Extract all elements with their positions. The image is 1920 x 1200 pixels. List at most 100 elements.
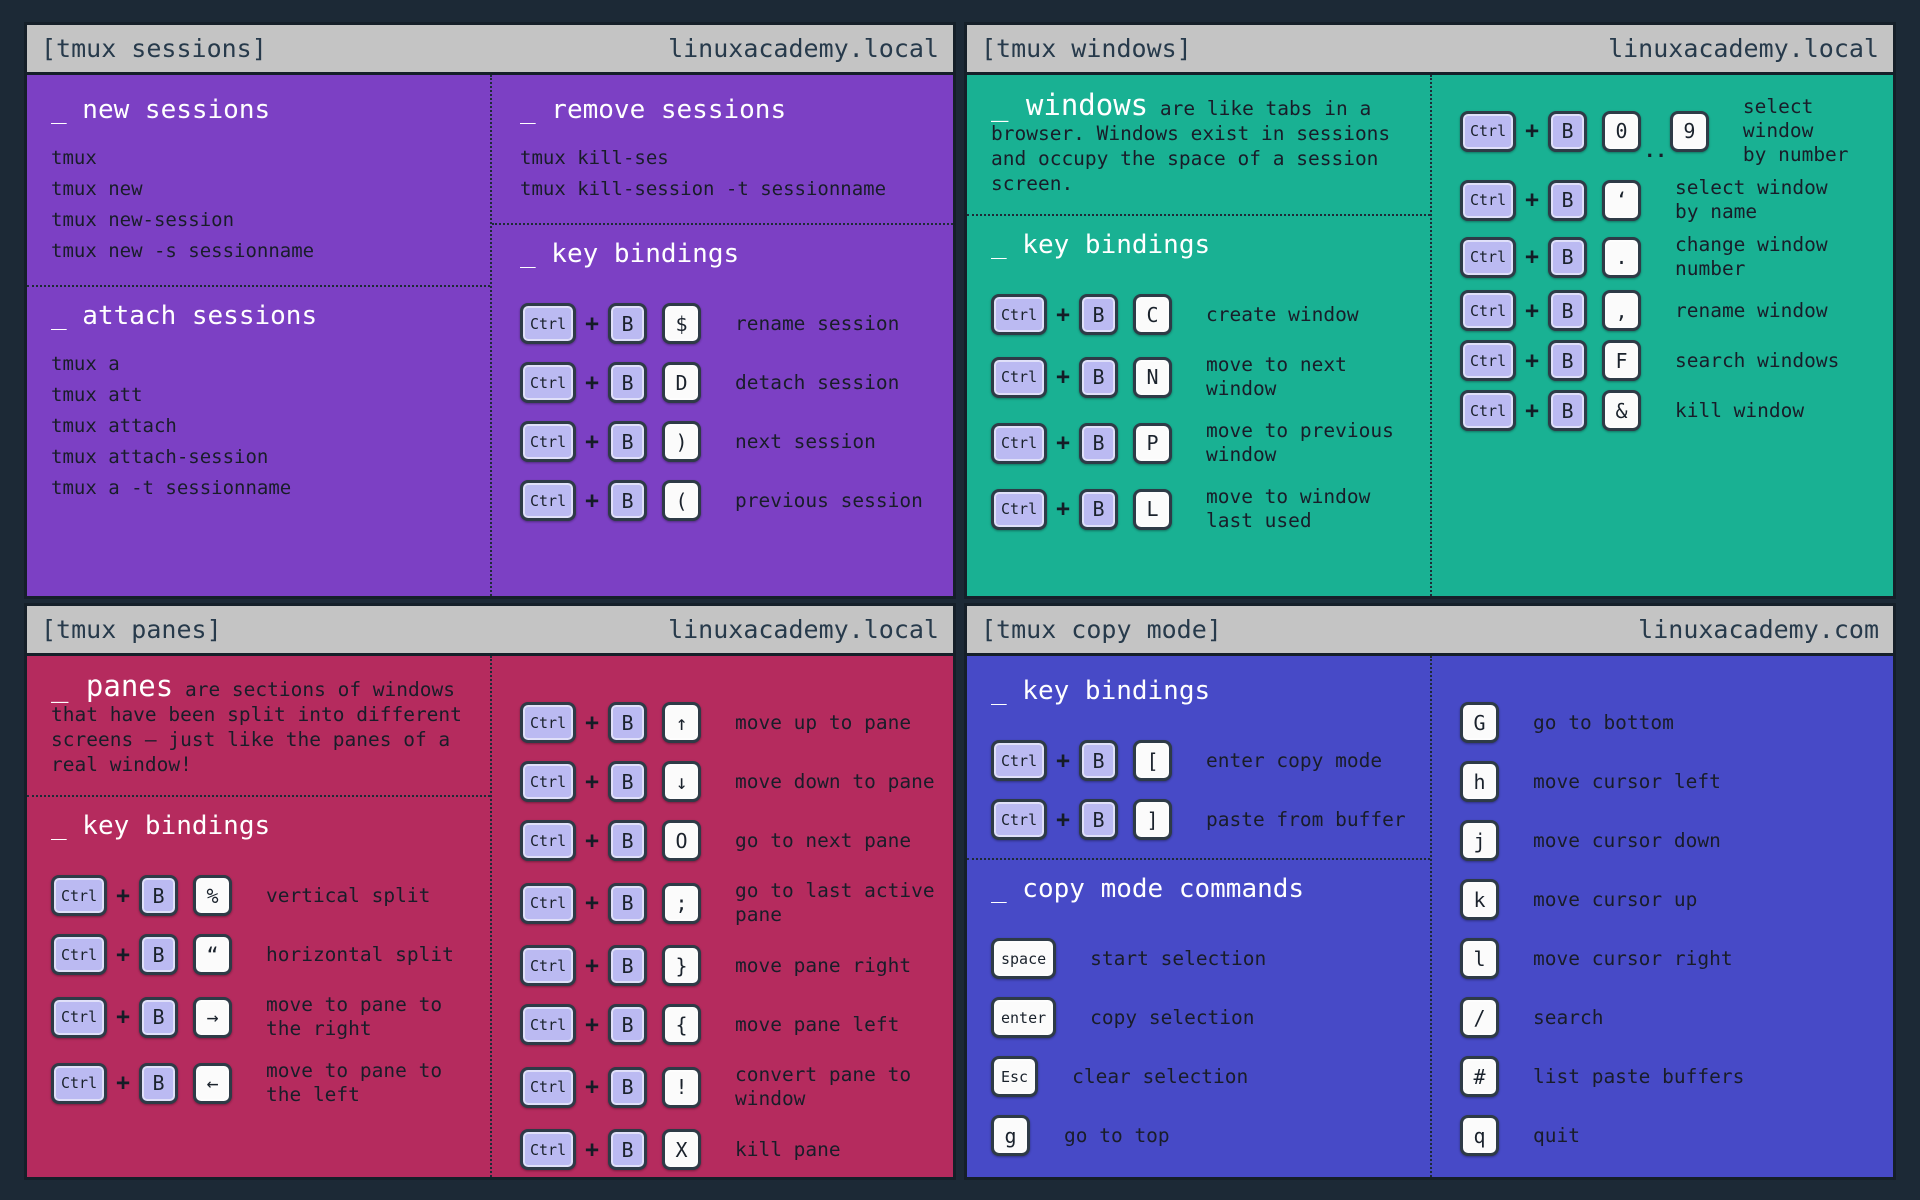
binding-label: move cursor up — [1533, 887, 1698, 911]
keycap-b: B — [138, 1062, 178, 1104]
binding-label: copy selection — [1090, 1005, 1255, 1029]
keycap-ctrl: Ctrl — [991, 356, 1048, 398]
key-binding-row: l move cursor right — [1460, 938, 1877, 979]
binding-label: next session — [734, 429, 876, 453]
plus-separator: + — [1056, 364, 1070, 390]
keycap-b: B — [1547, 340, 1587, 381]
keycap-b: B — [607, 480, 647, 521]
dotted-divider — [967, 214, 1430, 216]
keycap-char: k — [1460, 879, 1499, 920]
keycap-char: ↓ — [661, 761, 701, 802]
command-text: tmux new — [51, 178, 143, 200]
command-text: tmux attach — [51, 415, 177, 437]
key-binding-row: g go to top — [991, 1115, 1414, 1156]
keycap-b: B — [138, 875, 178, 916]
binding-label: go to last active pane — [734, 879, 935, 926]
panel-titlebar: [tmux sessions] linuxacademy.local — [27, 25, 953, 75]
binding-label: kill window — [1674, 398, 1805, 422]
keycap-char: ‘ — [1601, 179, 1641, 221]
panel-title: [tmux windows] — [981, 34, 1192, 63]
key-binding-row: Ctrl + B) next session — [520, 421, 937, 462]
panel-column: Ctrl + B 0.. 9 select window by number Ctrl + B ‘… — [1430, 75, 1893, 596]
keycap-char: Esc — [991, 1056, 1039, 1097]
keycap-char: ] — [1132, 799, 1172, 840]
keycap-char: , — [1601, 290, 1641, 331]
key-binding-row: Ctrl + B, rename window — [1460, 290, 1877, 331]
plus-separator: + — [585, 709, 599, 736]
key-binding-row: h move cursor left — [1460, 761, 1877, 802]
keycap-ctrl: Ctrl — [51, 934, 108, 975]
key-binding-row: Ctrl + B! convert pane to window — [520, 1063, 937, 1111]
keycap-char: 9 — [1669, 110, 1709, 152]
keycap-char: { — [661, 1004, 701, 1045]
bindings-group: Ctrl + B% vertical split Ctrl + B “ horizontal s… — [51, 875, 474, 1107]
binding-label: move up to pane — [734, 710, 912, 734]
binding-label: go to bottom — [1533, 710, 1674, 734]
binding-label: move to pane to the right — [265, 993, 443, 1040]
keycap-b: B — [1078, 422, 1118, 464]
keycap-ctrl: Ctrl — [520, 1129, 577, 1170]
keycap-b: B — [607, 882, 647, 924]
keycap-b: B — [607, 702, 647, 743]
description-lead: _ windows — [991, 88, 1149, 122]
plus-separator: + — [116, 941, 130, 968]
dotted-divider — [27, 285, 490, 287]
keycap-ctrl: Ctrl — [520, 761, 577, 802]
keycap-b: B — [607, 820, 647, 861]
bindings-group: Ctrl + B ↑ move up to pane Ctrl + B ↓ move down t… — [520, 702, 937, 1170]
keycap-char: ; — [661, 882, 701, 924]
key-binding-row: Ctrl + B} move pane right — [520, 945, 937, 986]
command-text: tmux — [51, 147, 97, 169]
keycap-char: j — [1460, 820, 1499, 861]
section-heading: _ copy mode commands — [991, 874, 1305, 904]
keycap-b: B — [138, 934, 178, 975]
key-binding-row: Ctrl + B $ rename session — [520, 303, 937, 344]
plus-separator: + — [585, 487, 599, 514]
keycap-ctrl: Ctrl — [520, 303, 577, 344]
panel-domain: linuxacademy.local — [1608, 34, 1879, 63]
keycap-b: B — [1547, 290, 1587, 331]
binding-label: move pane right — [734, 953, 912, 977]
section-heading: _ key bindings — [991, 676, 1211, 706]
plus-separator: + — [585, 890, 599, 916]
key-binding-row: Ctrl + B ‘ select window by name — [1460, 176, 1877, 224]
panel-column: _ new sessions tmux tmux new tmux new-sessi… — [27, 75, 490, 596]
plus-separator: + — [1056, 806, 1070, 833]
binding-label: rename window — [1674, 298, 1828, 322]
keycap-char: & — [1601, 390, 1641, 431]
binding-label: move down to pane — [734, 769, 935, 793]
plus-separator: + — [1056, 301, 1070, 328]
dotted-divider — [27, 795, 490, 797]
binding-label: enter copy mode — [1205, 748, 1383, 772]
panel-column: _ panes are sections of windows that hav… — [27, 656, 490, 1177]
key-binding-row: Esc clear selection — [991, 1056, 1414, 1097]
keycap-ctrl: Ctrl — [520, 882, 577, 924]
keycap-char: h — [1460, 761, 1499, 802]
panel-content: _ panes are sections of windows that hav… — [27, 656, 953, 1177]
key-binding-row: # list paste buffers — [1460, 1056, 1877, 1097]
binding-label: convert pane to window — [734, 1063, 912, 1110]
plus-separator: + — [585, 1136, 599, 1163]
keycap-char: ← — [192, 1062, 232, 1104]
keycap-ctrl: Ctrl — [1460, 340, 1517, 381]
keycap-char: $ — [661, 303, 701, 344]
keycap-b: B — [607, 761, 647, 802]
keycap-ctrl: Ctrl — [991, 799, 1048, 840]
plus-separator: + — [1056, 496, 1070, 522]
binding-label: kill pane — [734, 1137, 841, 1161]
keycap-char: F — [1601, 340, 1641, 381]
keycap-char: L — [1132, 488, 1172, 530]
key-binding-row: Ctrl + B ↓ move down to pane — [520, 761, 937, 802]
panel-column: _ windows are like tabs in a browser. Wi… — [967, 75, 1430, 596]
plus-separator: + — [116, 882, 130, 909]
keycap-char: / — [1460, 997, 1499, 1038]
plus-separator: + — [585, 369, 599, 396]
binding-label: horizontal split — [265, 942, 454, 966]
